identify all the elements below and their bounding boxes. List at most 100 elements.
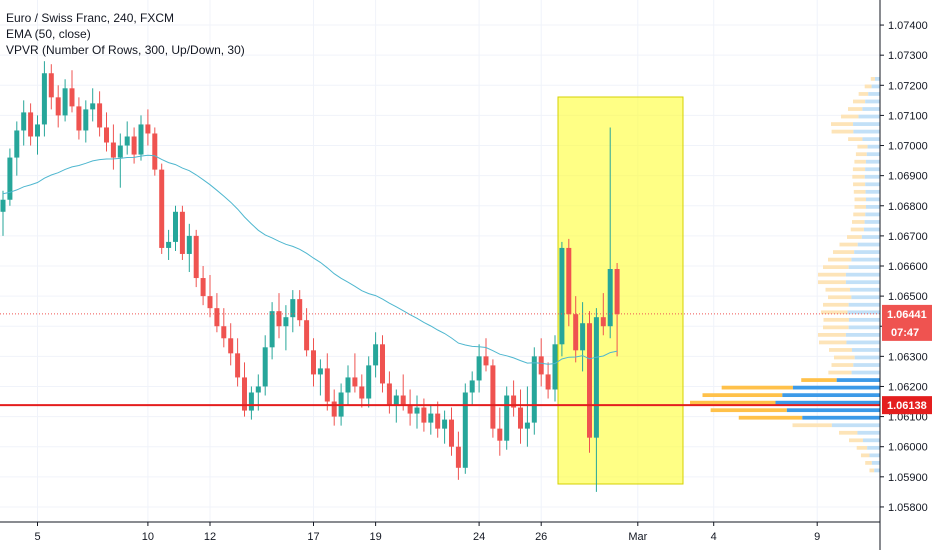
y-tick-label-7: 1.06500 — [888, 291, 928, 303]
candle-body-31 — [214, 308, 220, 327]
vpvr-down-6 — [839, 430, 858, 435]
vpvr-up-44 — [867, 144, 880, 149]
candle-body-82 — [566, 247, 572, 315]
candle-body-9 — [62, 88, 68, 116]
vpvr-up-39 — [865, 182, 880, 187]
candle-body-81 — [559, 247, 565, 345]
candle-body-20 — [138, 124, 144, 155]
vpvr-down-35 — [853, 212, 866, 217]
time-axis[interactable]: 5 10 12 17 19 24 26 Mar 4 9 — [0, 521, 880, 543]
vpvr-down-29 — [828, 257, 852, 262]
vpvr-up-6 — [857, 430, 880, 435]
vpvr-down-14 — [828, 370, 852, 375]
candle-body-11 — [76, 106, 82, 131]
candle-body-77 — [531, 356, 537, 423]
candle-body-30 — [207, 296, 213, 309]
candle-body-36 — [248, 392, 254, 411]
candle-body-73 — [504, 395, 510, 441]
vpvr-down-23 — [823, 302, 849, 307]
vpvr-up-27 — [845, 272, 880, 277]
vpvr-up-49 — [862, 107, 880, 111]
vpvr-down-40 — [852, 174, 865, 179]
vpvr-up-33 — [863, 227, 880, 232]
candle-body-89 — [614, 269, 620, 315]
candle-body-15 — [104, 127, 109, 143]
y-tick-label-15: 1.07300 — [888, 50, 928, 62]
vpvr-down-5 — [849, 438, 863, 443]
vpvr-down-42 — [854, 159, 866, 164]
ema-line — [2, 154, 618, 365]
vpvr-down-12 — [721, 385, 793, 390]
y-tick-label-10: 1.06800 — [888, 201, 928, 213]
vpvr-up-36 — [865, 205, 880, 209]
vpvr-up-30 — [854, 250, 880, 254]
volume-profile — [690, 77, 880, 473]
candle-body-70 — [483, 356, 489, 366]
y-tick-label-16: 1.07400 — [888, 20, 928, 32]
candle-body-3 — [21, 112, 27, 131]
vpvr-up-46 — [853, 129, 880, 134]
candle-body-22 — [152, 133, 158, 170]
y-tick-label-4: 1.06200 — [888, 381, 928, 393]
candle-body-58 — [400, 395, 406, 405]
vpvr-up-48 — [858, 114, 880, 119]
candle-body-42 — [290, 299, 296, 318]
legend-vpvr: VPVR (Number Of Rows, 300, Up/Down, 30) — [6, 43, 245, 57]
vpvr-up-50 — [865, 99, 880, 104]
candle-body-79 — [545, 374, 551, 390]
price-axis[interactable]: 1.05800 1.05900 1.06000 1.06100 1.06200 1.063… — [879, 0, 932, 550]
candle-body-7 — [48, 73, 54, 98]
vpvr-up-1 — [874, 468, 880, 473]
vpvr-down-36 — [854, 205, 866, 209]
vpvr-down-48 — [841, 114, 859, 119]
vpvr-up-35 — [865, 212, 880, 217]
candle-body-5 — [35, 124, 40, 137]
candle-body-27 — [186, 235, 192, 254]
vpvr-down-43 — [855, 152, 867, 157]
candle-body-19 — [131, 136, 137, 155]
vpvr-up-4 — [867, 445, 880, 450]
vpvr-down-16 — [834, 355, 855, 360]
candle-body-37 — [255, 386, 261, 393]
y-tick-label-8: 1.06600 — [888, 261, 928, 273]
vpvr-up-21 — [848, 317, 880, 322]
y-tick-label-0: 1.05800 — [888, 502, 928, 514]
vpvr-down-28 — [823, 265, 849, 270]
vpvr-down-3 — [860, 453, 870, 458]
candle-body-78 — [538, 356, 544, 375]
vpvr-down-15 — [831, 363, 854, 367]
price-lines — [0, 313, 880, 407]
highlight-rectangle[interactable] — [557, 96, 684, 485]
candle-body-45 — [311, 350, 316, 375]
vpvr-down-2 — [865, 461, 872, 465]
vpvr-down-22 — [821, 310, 848, 315]
vpvr-up-25 — [850, 287, 880, 292]
vpvr-up-16 — [854, 355, 880, 360]
vpvr-down-37 — [854, 197, 867, 202]
vpvr-down-30 — [833, 250, 855, 254]
reference-price-label: 1.06138 — [887, 400, 927, 412]
candle-body-8 — [55, 97, 61, 116]
vpvr-up-3 — [869, 453, 880, 458]
reference-price-badge — [882, 396, 932, 415]
candle-body-88 — [607, 269, 613, 327]
vpvr-up-10 — [775, 400, 880, 405]
candle-body-87 — [600, 317, 606, 327]
candle-body-41 — [283, 317, 289, 327]
candle-body-10 — [69, 88, 75, 107]
candle-body-47 — [324, 368, 330, 402]
candle-body-29 — [200, 278, 206, 297]
vpvr-down-38 — [853, 189, 866, 194]
vpvr-down-20 — [823, 325, 849, 330]
candle-body-56 — [386, 383, 392, 405]
vpvr-down-19 — [818, 333, 846, 337]
x-tick-label-7: Mar — [628, 531, 647, 543]
vpvr-down-10 — [690, 400, 776, 405]
candle-body-75 — [518, 407, 523, 429]
vpvr-down-32 — [847, 235, 862, 239]
x-tick-label-0: 5 — [34, 531, 40, 543]
candle-body-52 — [359, 386, 365, 399]
vpvr-up-45 — [862, 137, 880, 142]
